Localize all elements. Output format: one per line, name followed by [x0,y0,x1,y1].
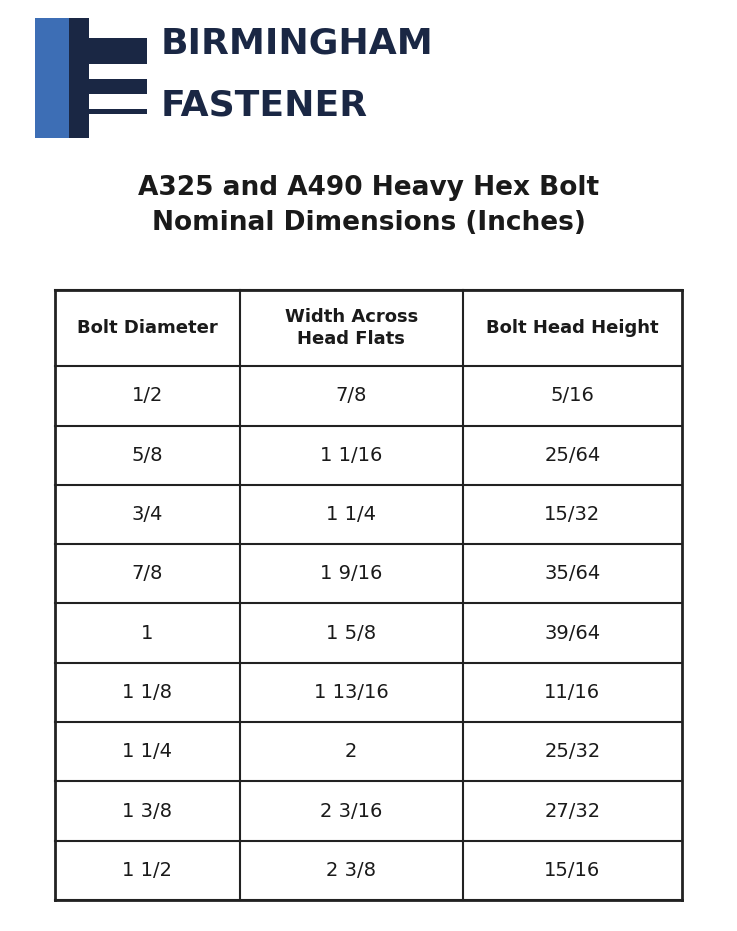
Text: 1/2: 1/2 [132,386,163,405]
Text: 1 1/2: 1 1/2 [122,861,172,880]
Text: 25/64: 25/64 [544,446,601,465]
Text: Width Across
Head Flats: Width Across Head Flats [284,308,418,348]
Text: 3/4: 3/4 [132,505,163,524]
Bar [35,18,49,138]
Bar [35,18,147,138]
Text: 35/64: 35/64 [544,564,601,584]
Text: 15/32: 15/32 [544,505,601,524]
Text: 1 5/8: 1 5/8 [326,624,377,642]
Text: 1 9/16: 1 9/16 [320,564,383,584]
Text: 1 1/8: 1 1/8 [122,683,172,702]
Text: BIRMINGHAM: BIRMINGHAM [161,26,434,60]
Text: 1 1/4: 1 1/4 [122,742,172,762]
Text: 2: 2 [345,742,357,762]
Text: 1 1/4: 1 1/4 [326,505,377,524]
Text: 15/16: 15/16 [544,861,601,880]
Bar [69,114,147,138]
Bar [69,18,147,38]
Bar [69,18,88,138]
Text: 11/16: 11/16 [544,683,601,702]
Text: 1: 1 [142,624,154,642]
Text: 27/32: 27/32 [544,802,601,820]
Text: 5/16: 5/16 [551,386,594,405]
Text: A325 and A490 Heavy Hex Bolt
Nominal Dimensions (Inches): A325 and A490 Heavy Hex Bolt Nominal Dim… [138,175,599,236]
Text: 25/32: 25/32 [544,742,601,762]
Text: 5/8: 5/8 [132,446,163,465]
Text: 7/8: 7/8 [335,386,367,405]
Text: 1 1/16: 1 1/16 [320,446,383,465]
Text: Bolt Head Height: Bolt Head Height [486,319,659,337]
Text: 39/64: 39/64 [544,624,601,642]
Text: FASTENER: FASTENER [161,88,368,122]
Text: 1 3/8: 1 3/8 [122,802,172,820]
Bar [69,63,147,79]
Text: Bolt Diameter: Bolt Diameter [77,319,218,337]
Bar [69,18,147,138]
Text: 7/8: 7/8 [132,564,163,584]
Text: 1 13/16: 1 13/16 [314,683,388,702]
Text: 2 3/8: 2 3/8 [326,861,377,880]
Text: 2 3/16: 2 3/16 [320,802,383,820]
Bar [69,94,147,109]
